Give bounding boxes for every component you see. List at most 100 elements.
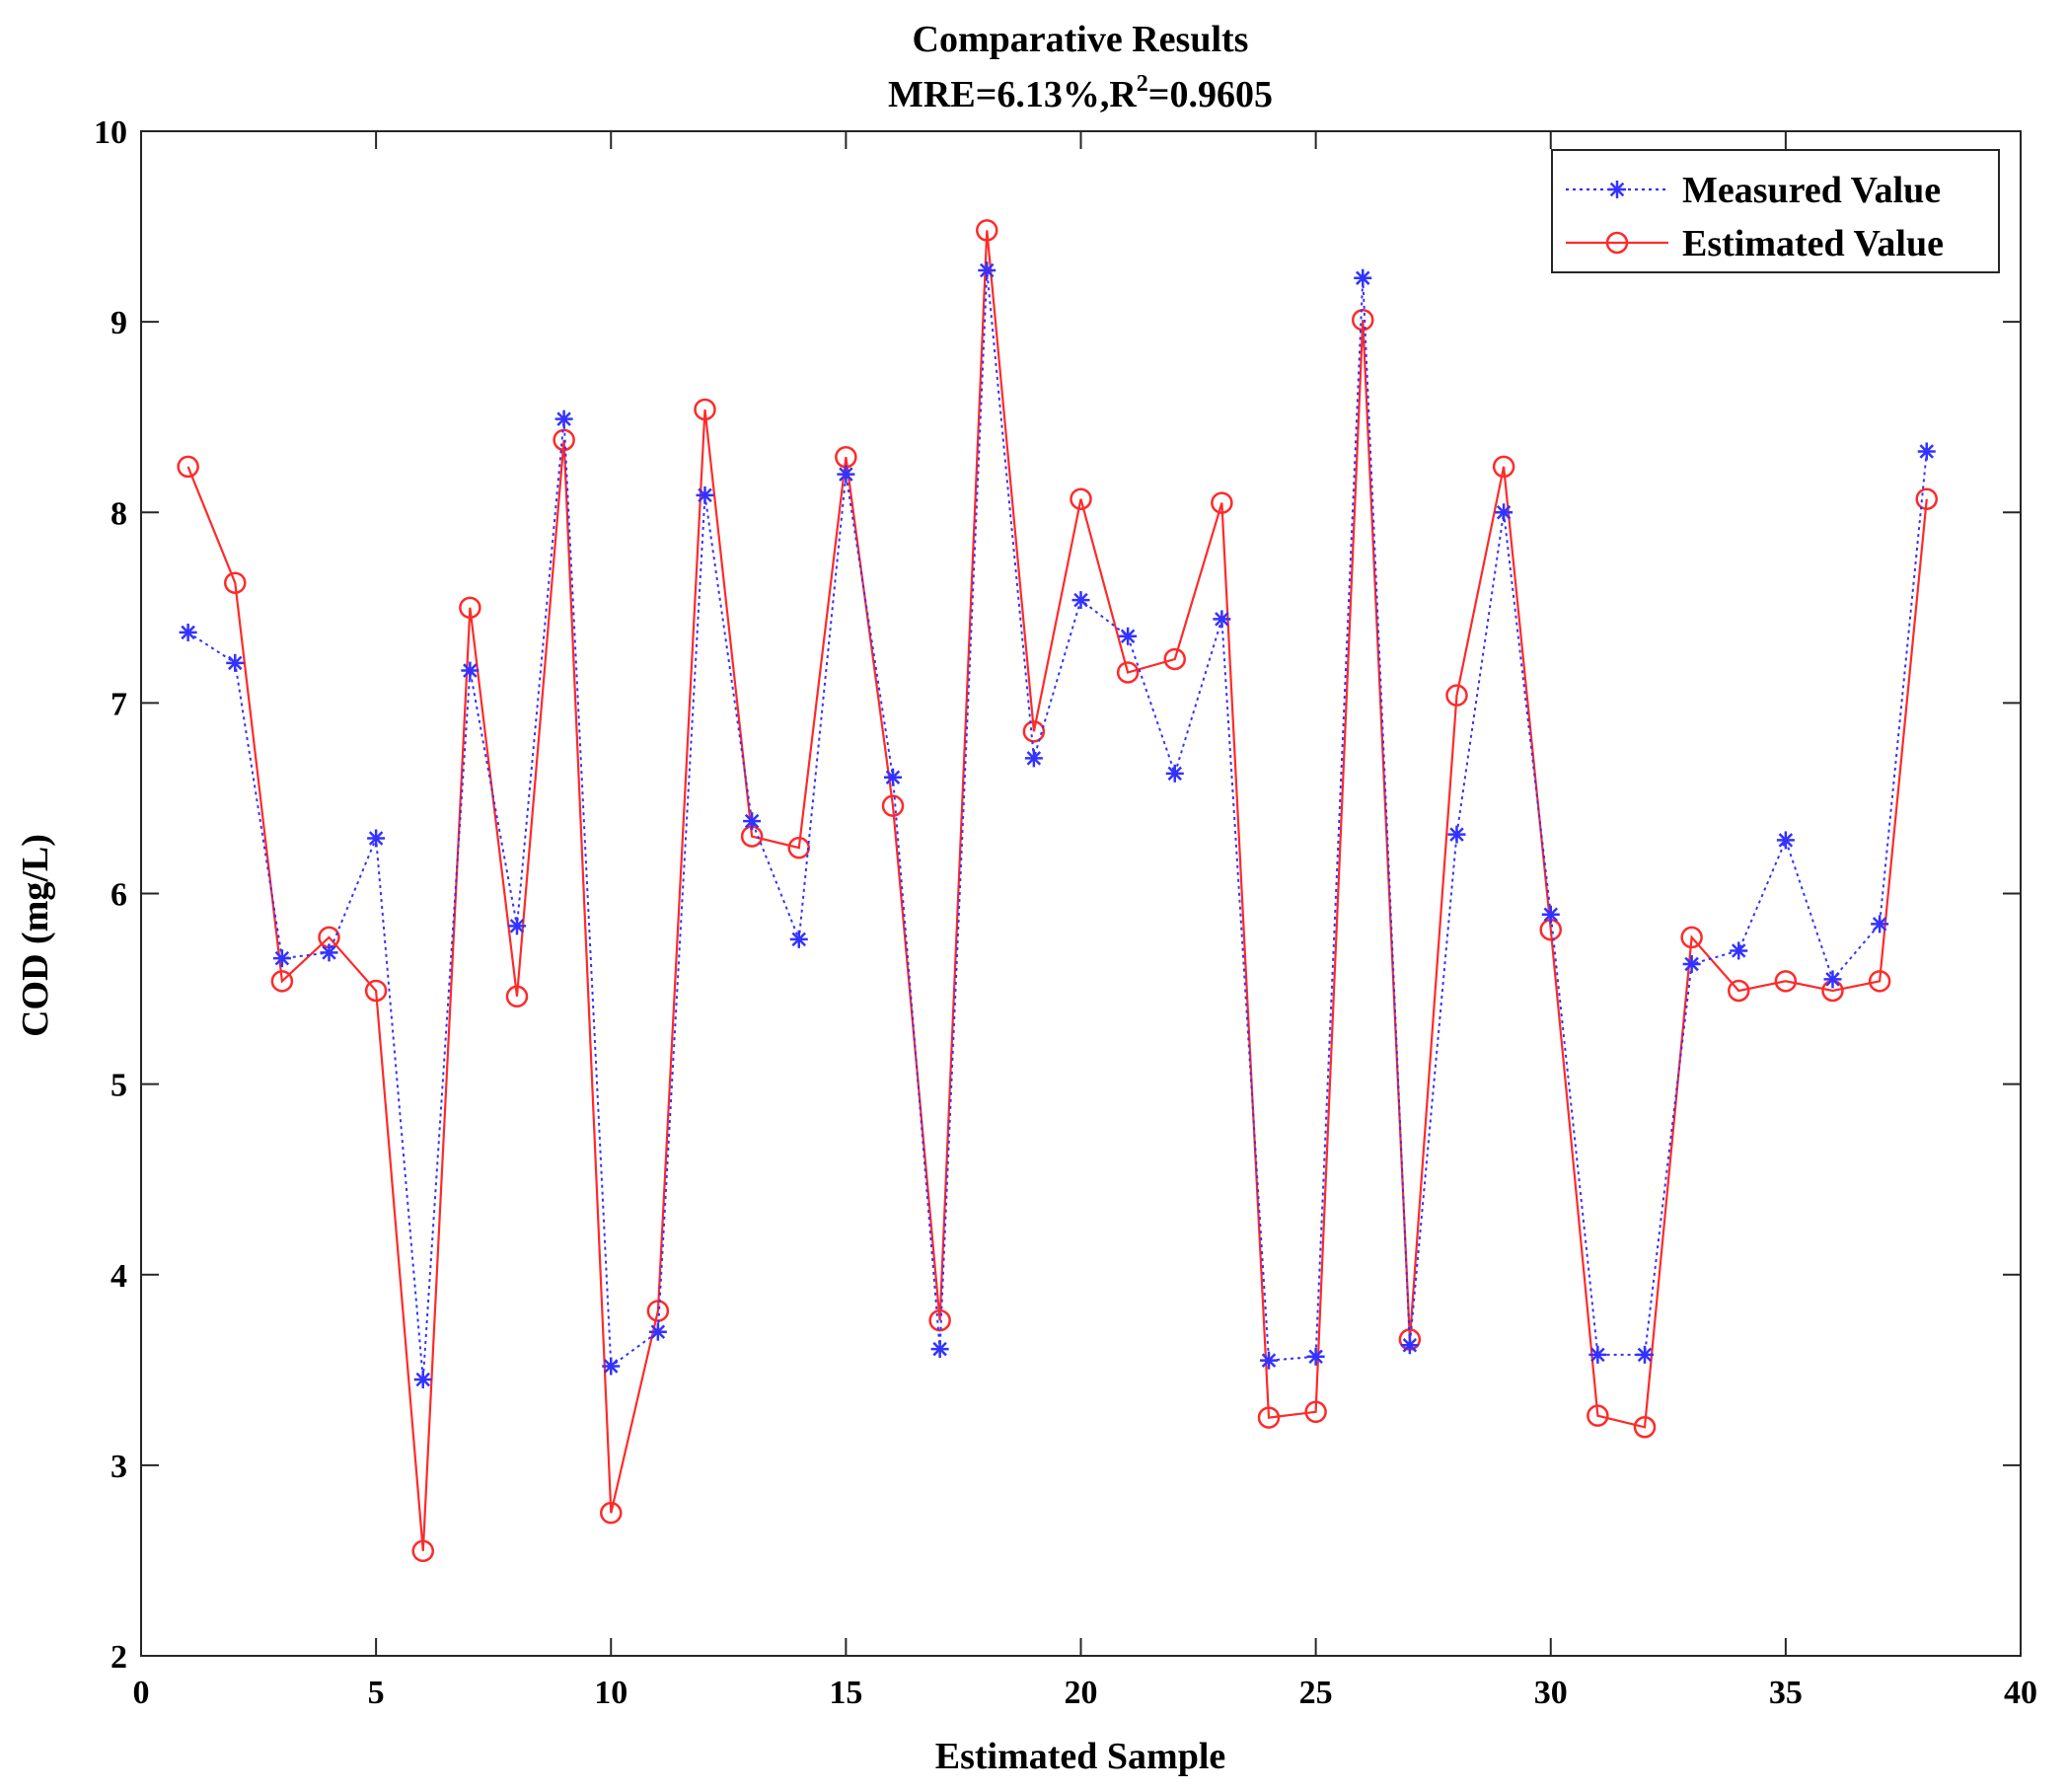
data-point [1636,1345,1654,1364]
legend-item: Estimated Value [1566,223,1944,264]
legend-marker [1605,231,1629,255]
plot-frame [140,130,2022,1657]
chart-subtitle: MRE=6.13%,R2=0.9605 [888,71,1273,115]
chart-title: Comparative Results [913,19,1249,60]
data-point [1260,1351,1278,1370]
data-point [1682,954,1701,973]
y-tick-label: 5 [111,1068,127,1104]
data-point [1071,591,1090,610]
data-point [1915,487,1938,510]
data-point [1304,1400,1327,1424]
data-point [789,930,808,948]
subtitle-suffix: =0.9605 [1148,74,1273,115]
x-tick-label: 25 [1299,1675,1333,1711]
data-point [1306,1347,1325,1366]
x-tick-label: 5 [368,1675,385,1711]
data-point [1588,1345,1607,1364]
data-point [1680,926,1703,949]
series-measured [179,261,1936,1388]
subtitle-prefix: MRE=6.13%,R [888,74,1137,115]
data-point [1022,720,1046,743]
data-point [694,398,716,421]
data-point [177,455,199,479]
data-point [554,410,573,428]
data-point [837,465,855,484]
data-point [508,917,526,935]
legend-label: Measured Value [1682,170,1941,211]
series-layer [177,219,1938,1563]
data-point [1447,825,1466,844]
data-point [1871,915,1889,933]
data-point [411,1539,434,1563]
data-point [930,1340,949,1359]
y-tick-label: 4 [111,1258,127,1295]
y-tick-label: 3 [111,1449,127,1485]
data-point [1116,661,1140,684]
y-tick-label: 2 [111,1639,127,1676]
data-point [884,768,902,786]
data-point [1257,1406,1281,1429]
data-point [1213,610,1231,629]
data-point [1587,1404,1609,1427]
data-point [1633,1416,1657,1439]
data-point [648,1322,667,1341]
y-tick-label: 8 [111,495,127,532]
data-point [1119,627,1138,645]
data-point [1728,979,1750,1003]
data-point [1070,487,1092,510]
data-point [1868,970,1891,993]
data-point [1541,905,1560,924]
data-point [1492,455,1515,479]
data-point [1774,970,1798,993]
legend-label: Estimated Value [1682,223,1944,264]
x-tick-label: 15 [829,1675,862,1711]
data-point [1165,764,1184,783]
y-axis-label: COD (mg/L) [15,834,56,1037]
data-point [1024,749,1043,768]
y-tick-label: 6 [111,877,127,914]
data-point [226,653,245,672]
data-point [602,1357,621,1376]
data-point [320,943,338,962]
data-point [1163,647,1186,671]
y-tick-label: 7 [111,686,127,722]
data-point [553,428,575,452]
data-point [224,571,247,594]
data-point [270,970,294,993]
data-point [1495,503,1513,522]
x-tick-label: 20 [1065,1675,1098,1711]
data-point [1776,831,1795,850]
data-point [881,794,905,817]
x-tick-label: 10 [594,1675,627,1711]
x-axis-label: Estimated Sample [935,1736,1226,1777]
legend-box [1551,149,2000,273]
data-point [272,949,291,968]
data-point [364,979,388,1003]
data-point [413,1370,432,1388]
subtitle-superscript: 2 [1137,71,1148,97]
series-line [186,230,1928,1551]
data-point [1730,941,1748,960]
legend-marker [1608,181,1626,198]
data-point [179,623,197,641]
data-point [928,1308,951,1332]
data-point [367,829,386,848]
legend: Measured Value Estimated Value [1551,149,2000,273]
y-tick-label: 10 [94,114,127,151]
data-point [696,485,714,504]
legend-item: Measured Value [1566,170,1941,211]
data-point [1400,1336,1419,1355]
data-point [976,219,998,242]
data-point [1917,442,1936,461]
x-tick-label: 30 [1534,1675,1568,1711]
data-point [600,1501,623,1525]
data-point [505,985,529,1008]
x-tick-label: 35 [1769,1675,1803,1711]
data-point [1445,684,1468,707]
data-point [459,596,481,620]
data-point [1823,970,1842,989]
data-point [461,661,480,680]
x-tick-label: 40 [2004,1675,2037,1711]
